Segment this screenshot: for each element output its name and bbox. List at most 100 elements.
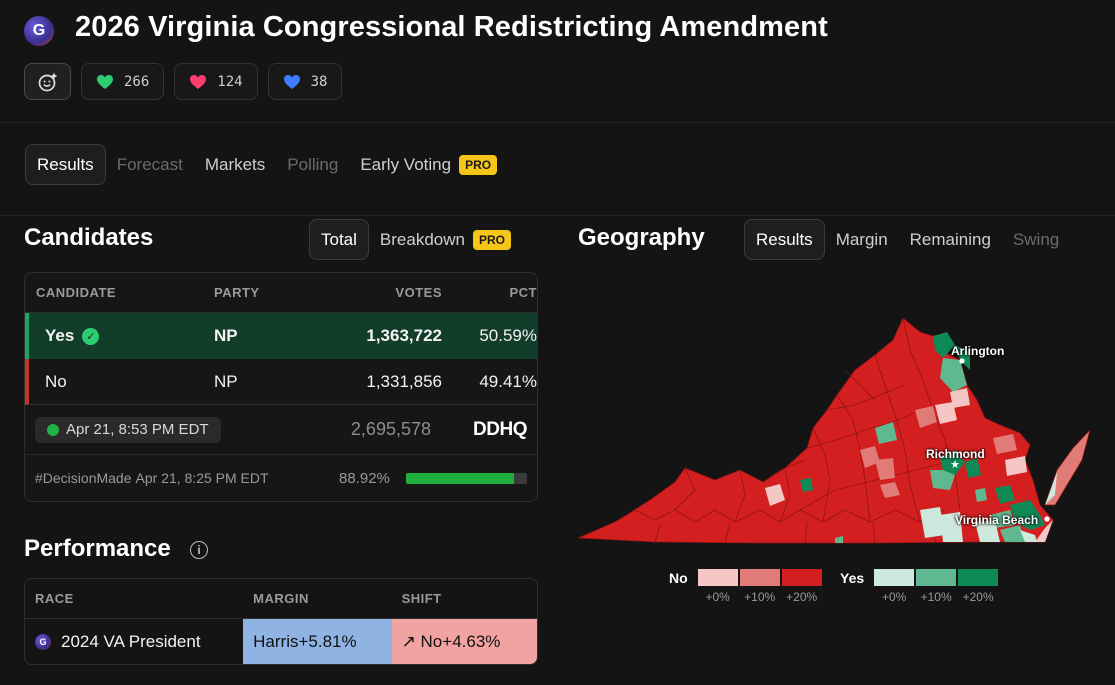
legend-no-label: No: [669, 570, 688, 586]
decision-time: Apr 21, 8:25 PM EDT: [135, 470, 269, 486]
col-margin: MARGIN: [253, 591, 309, 606]
virginia-beach-marker: [1044, 516, 1050, 522]
candidate-party: NP: [214, 371, 238, 391]
geo-tab-margin[interactable]: Margin: [835, 229, 888, 249]
swatch-color: [781, 569, 822, 586]
header-divider: [0, 122, 1115, 123]
reaction-count: 38: [310, 73, 328, 90]
table-header: CANDIDATE PARTY VOTES PCT: [25, 273, 537, 313]
candidate-pct: 49.41%: [479, 371, 537, 391]
last-updated-pill: Apr 21, 8:53 PM EDT: [35, 416, 221, 443]
col-shift: SHIFT: [401, 591, 442, 606]
swatch-label: +0%: [705, 590, 730, 604]
reaction-pink-heart[interactable]: 124: [174, 63, 258, 100]
light-no-counties: [765, 402, 1053, 542]
tab-early-voting[interactable]: Early Voting PRO: [349, 144, 508, 185]
race-name: 2024 VA President: [61, 632, 201, 651]
candidate-name-cell: No: [29, 372, 214, 392]
pro-badge: PRO: [459, 154, 498, 175]
shift-cell: ↗ No+4.63%: [391, 619, 537, 664]
legend-swatch: +20%: [958, 569, 999, 604]
add-reaction-button[interactable]: [24, 63, 71, 100]
eastern-shore-south: [1045, 472, 1057, 505]
reporting-pct: 88.92%: [339, 469, 390, 487]
swatch-color: [874, 569, 915, 586]
reaction-green-heart[interactable]: 266: [81, 63, 165, 100]
ddhq-logo[interactable]: DDHQ: [473, 418, 527, 440]
tab-markets[interactable]: Markets: [204, 154, 266, 174]
virginia-county-map[interactable]: ★ Arlington Richmond Virginia Beach: [575, 310, 1095, 550]
geography-view-toggle: Results Margin Remaining Swing: [744, 219, 1070, 260]
breakdown-toggle[interactable]: Breakdown PRO: [369, 219, 522, 260]
city-label-virginia-beach: Virginia Beach: [955, 513, 1039, 527]
performance-header: RACE MARGIN SHIFT: [25, 579, 537, 619]
update-row: Apr 21, 8:53 PM EDT 2,695,578 DDHQ: [25, 405, 537, 455]
legend-yes-label: Yes: [840, 570, 865, 586]
candidate-row-yes[interactable]: Yes ✓ NP 1,363,722 50.59%: [25, 313, 537, 359]
decision-tag: #DecisionMade: [35, 470, 132, 486]
decision-row: #DecisionMade Apr 21, 8:25 PM EDT 88.92%: [25, 455, 537, 501]
performance-row[interactable]: G 2024 VA President Harris+5.81% ↗ No+4.…: [25, 619, 537, 664]
live-dot-icon: [47, 423, 59, 436]
candidates-title: Candidates: [24, 224, 154, 251]
swatch-color: [739, 569, 780, 586]
candidate-votes: 1,331,856: [366, 371, 442, 391]
legend-swatch: +20%: [781, 569, 822, 604]
performance-table: RACE MARGIN SHIFT G 2024 VA President Ha…: [24, 578, 538, 665]
col-votes[interactable]: VOTES: [395, 285, 442, 300]
last-updated-time: Apr 21, 8:53 PM EDT: [66, 421, 209, 438]
reaction-blue-heart[interactable]: 38: [267, 63, 343, 100]
pink-heart-icon: [190, 74, 207, 89]
logo-letter: G: [32, 22, 46, 39]
arlington-marker: [959, 358, 965, 364]
green-heart-icon: [97, 74, 113, 89]
page-title: 2026 Virginia Congressional Redistrictin…: [75, 11, 828, 43]
geography-title: Geography: [578, 224, 705, 251]
info-icon[interactable]: i: [190, 541, 208, 559]
geo-tab-swing[interactable]: Swing: [1012, 229, 1060, 249]
swatch-color: [697, 569, 738, 586]
yes-counties: [800, 332, 1045, 543]
candidate-name: Yes: [45, 326, 75, 345]
swatch-label: +10%: [744, 590, 776, 604]
tabs-divider: [0, 215, 1115, 216]
smiley-plus-icon: [38, 73, 56, 91]
legend-swatch: +10%: [739, 569, 780, 604]
tab-polling[interactable]: Polling: [287, 154, 339, 174]
candidate-row-no[interactable]: No NP 1,331,856 49.41%: [25, 359, 537, 405]
candidate-name: No: [45, 371, 67, 391]
legend-swatch: +10%: [916, 569, 957, 604]
virginia-map-svg: ★: [577, 317, 1091, 544]
blue-heart-icon: [283, 74, 300, 89]
swatch-color: [958, 569, 999, 586]
candidate-pct: 50.59%: [479, 326, 537, 345]
geo-tab-results[interactable]: Results: [744, 219, 825, 260]
tab-early-voting-label: Early Voting: [360, 154, 452, 174]
app-logo[interactable]: G: [24, 16, 54, 46]
reactions-row: 266 124 38: [24, 63, 343, 100]
geo-tab-remaining[interactable]: Remaining: [909, 229, 991, 249]
candidate-name-cell: Yes ✓: [29, 326, 214, 346]
candidate-votes: 1,363,722: [366, 326, 442, 345]
col-candidate[interactable]: CANDIDATE: [36, 285, 117, 300]
candidate-party: NP: [214, 326, 238, 345]
performance-title: Performance: [24, 535, 171, 562]
swatch-label: +0%: [881, 590, 907, 604]
tab-forecast[interactable]: Forecast: [116, 154, 183, 174]
breakdown-label: Breakdown: [379, 229, 465, 249]
tab-results[interactable]: Results: [25, 144, 106, 185]
city-label-richmond: Richmond: [926, 447, 985, 461]
reaction-count: 266: [124, 73, 150, 90]
swatch-color: [916, 569, 957, 586]
swatch-label: +20%: [962, 590, 994, 604]
col-race: RACE: [35, 591, 74, 606]
swatch-label: +10%: [920, 590, 952, 604]
col-party[interactable]: PARTY: [214, 285, 260, 300]
total-toggle[interactable]: Total: [309, 219, 369, 260]
margin-cell: Harris+5.81%: [243, 619, 392, 664]
col-pct[interactable]: PCT: [509, 285, 537, 300]
legend-yes: Yes +0% +10% +20%: [840, 569, 1000, 604]
reaction-count: 124: [217, 73, 243, 90]
race-cell: G 2024 VA President: [25, 632, 243, 652]
legend-swatch: +0%: [874, 569, 915, 604]
